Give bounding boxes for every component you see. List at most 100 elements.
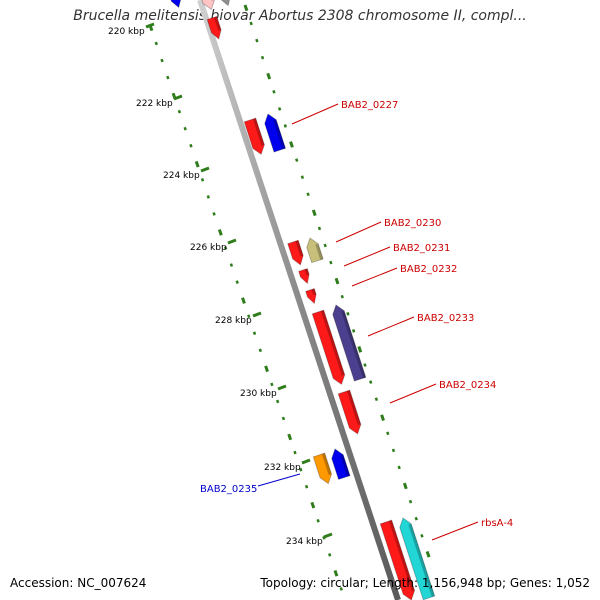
tick-mark bbox=[275, 399, 280, 404]
tick-tracks bbox=[148, 4, 431, 591]
tick-mark bbox=[425, 550, 431, 558]
cds-feature[interactable] bbox=[329, 447, 351, 481]
tick-mark bbox=[304, 484, 309, 489]
scale-tick bbox=[277, 384, 287, 391]
tick-mark bbox=[299, 467, 303, 472]
tick-mark bbox=[295, 158, 299, 162]
tick-mark bbox=[177, 109, 182, 114]
gene-label[interactable]: BAB2_0231 bbox=[393, 243, 450, 254]
leader-line bbox=[291, 103, 339, 125]
scale-tick bbox=[173, 94, 183, 101]
tick-mark bbox=[258, 348, 262, 353]
scale-label: 230 kbp bbox=[240, 389, 277, 399]
scale-tick bbox=[200, 166, 210, 173]
tick-mark bbox=[402, 482, 408, 490]
cds-feature[interactable] bbox=[206, 15, 223, 40]
tick-mark bbox=[212, 212, 216, 216]
leader-line bbox=[351, 267, 398, 287]
tick-mark bbox=[287, 433, 293, 441]
tick-mark bbox=[391, 448, 396, 453]
tick-mark bbox=[300, 175, 305, 180]
tick-mark bbox=[357, 346, 363, 353]
tick-mark bbox=[346, 311, 350, 316]
tick-mark bbox=[317, 226, 322, 231]
tick-mark bbox=[154, 41, 158, 46]
tick-mark bbox=[243, 4, 249, 12]
tick-mark bbox=[200, 178, 205, 182]
cds-feature[interactable] bbox=[219, 0, 233, 7]
tick-mark bbox=[189, 143, 193, 148]
tick-mark bbox=[363, 363, 367, 367]
gene-label[interactable]: BAB2_0230 bbox=[384, 218, 441, 229]
tick-mark bbox=[160, 58, 164, 63]
tick-mark bbox=[235, 280, 239, 284]
tick-mark bbox=[270, 382, 274, 387]
tick-mark bbox=[380, 414, 385, 421]
scale-label: 232 kbp bbox=[264, 463, 301, 473]
tick-mark bbox=[374, 397, 379, 401]
cds-feature[interactable] bbox=[243, 117, 267, 156]
cds-feature[interactable] bbox=[305, 287, 319, 305]
leader-line bbox=[389, 383, 437, 404]
tick-mark bbox=[306, 192, 310, 197]
gene-label[interactable]: BAB2_0232 bbox=[400, 264, 457, 275]
scale-tick bbox=[323, 532, 333, 539]
leader-line bbox=[257, 473, 301, 487]
cds-feature[interactable] bbox=[200, 0, 217, 11]
cds-feature[interactable] bbox=[298, 267, 312, 285]
tick-mark bbox=[310, 501, 316, 509]
tick-mark bbox=[264, 365, 269, 373]
scale-label: 220 kbp bbox=[108, 27, 145, 37]
cds-feature[interactable] bbox=[330, 303, 367, 382]
tick-mark bbox=[414, 516, 418, 521]
cds-feature[interactable] bbox=[397, 516, 436, 600]
tick-mark bbox=[194, 160, 200, 168]
scale-tick bbox=[252, 311, 262, 318]
tick-mark bbox=[283, 124, 287, 128]
map-title: Brucella melitensis biovar Abortus 2308 … bbox=[73, 8, 527, 24]
chromosome-backbone bbox=[197, 0, 401, 600]
tick-mark bbox=[260, 55, 265, 60]
tick-mark bbox=[386, 431, 390, 436]
cds-feature[interactable] bbox=[262, 112, 287, 153]
leader-line bbox=[431, 521, 479, 541]
tick-mark bbox=[277, 107, 282, 111]
tick-mark bbox=[206, 195, 210, 199]
gene-label[interactable]: BAB2_0227 bbox=[341, 100, 398, 111]
scale-label: 228 kbp bbox=[215, 316, 252, 326]
gene-label[interactable]: rbsA-4 bbox=[481, 518, 513, 529]
tick-mark bbox=[272, 89, 276, 94]
tick-mark bbox=[255, 38, 259, 43]
gene-features[interactable] bbox=[169, 0, 436, 600]
tick-mark bbox=[223, 246, 228, 250]
cds-feature[interactable] bbox=[311, 309, 347, 386]
scale-label: 234 kbp bbox=[286, 537, 323, 547]
topology-summary: Topology: circular; Length: 1,156,948 bp… bbox=[260, 576, 590, 590]
tick-mark bbox=[334, 277, 340, 285]
tick-mark bbox=[333, 570, 339, 577]
tick-mark bbox=[252, 331, 257, 336]
cds-feature[interactable] bbox=[312, 452, 334, 485]
tick-mark bbox=[266, 72, 272, 80]
gene-label[interactable]: BAB2_0234 bbox=[439, 380, 496, 391]
gene-label[interactable]: BAB2_0233 bbox=[417, 313, 474, 324]
cds-feature[interactable] bbox=[337, 389, 363, 436]
tick-mark bbox=[166, 75, 170, 80]
cds-feature[interactable] bbox=[169, 0, 183, 9]
tick-mark bbox=[229, 263, 234, 267]
tick-mark bbox=[369, 380, 373, 384]
cds-feature[interactable] bbox=[304, 236, 324, 264]
tick-mark bbox=[329, 260, 333, 265]
tick-mark bbox=[420, 533, 424, 538]
scale-tick bbox=[301, 458, 311, 465]
scale-label: 226 kbp bbox=[190, 243, 227, 253]
cds-feature[interactable] bbox=[379, 519, 417, 600]
cds-feature[interactable] bbox=[287, 239, 306, 266]
leader-line bbox=[343, 246, 391, 267]
tick-mark bbox=[293, 450, 297, 455]
gene-label[interactable]: BAB2_0235 bbox=[200, 484, 257, 495]
tick-mark bbox=[241, 297, 246, 304]
scale-tick bbox=[227, 238, 237, 245]
scale-tick bbox=[145, 22, 155, 29]
